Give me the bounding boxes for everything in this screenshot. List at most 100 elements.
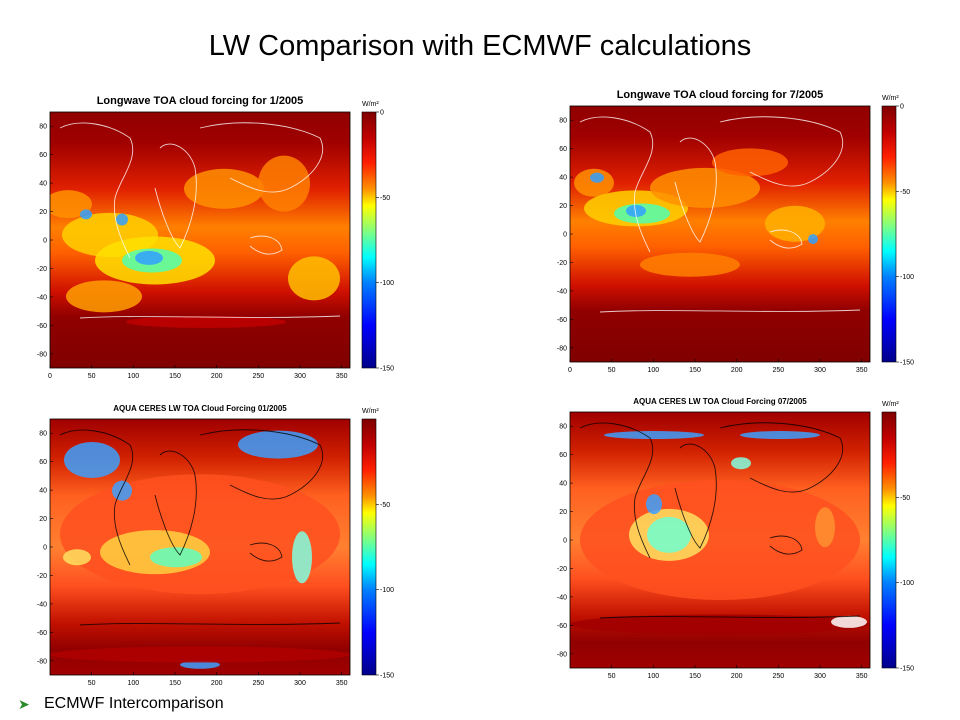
y-tick-label: -20 xyxy=(37,573,47,580)
y-tick-label: 40 xyxy=(39,181,47,188)
y-tick-label: 20 xyxy=(39,516,47,523)
y-tick-label: -60 xyxy=(557,317,567,324)
coastline xyxy=(579,422,654,559)
y-tick-label: 40 xyxy=(559,175,567,182)
y-tick-label: 60 xyxy=(559,452,567,459)
colorbar-tick-label: -150 xyxy=(900,666,914,673)
y-tick-label: 20 xyxy=(559,203,567,210)
y-tick-label: -80 xyxy=(557,345,567,352)
x-tick-label: 100 xyxy=(127,680,139,687)
map-title: AQUA CERES LW TOA Cloud Forcing 01/2005 xyxy=(113,404,287,413)
cloud-feature-blob xyxy=(64,441,120,478)
coastline xyxy=(719,422,844,493)
cloud-feature-blob xyxy=(646,494,662,515)
y-tick-label: 0 xyxy=(563,538,567,545)
colorbar-tick-label: 0 xyxy=(900,104,904,111)
cloud-feature-blob xyxy=(292,531,312,584)
cloud-feature-blob xyxy=(126,315,286,328)
heatmap-svg: AQUA CERES LW TOA Cloud Forcing 01/2005 5… xyxy=(37,404,394,687)
coastline xyxy=(599,615,861,619)
map-panel-ceres-jul: AQUA CERES LW TOA Cloud Forcing 07/2005 5… xyxy=(540,388,940,688)
x-tick-label: 300 xyxy=(814,367,826,374)
x-tick-label: 150 xyxy=(689,367,701,374)
cloud-feature-blob xyxy=(135,250,163,265)
colorbar-tick-label: -50 xyxy=(380,502,390,509)
heatmap-field xyxy=(570,106,870,362)
y-tick-label: -20 xyxy=(557,566,567,573)
y-tick-label: -80 xyxy=(37,351,47,358)
cloud-feature-blob xyxy=(574,168,614,197)
y-tick-label: 80 xyxy=(559,118,567,125)
slide-title: LW Comparison with ECMWF calculations xyxy=(208,30,752,62)
green-arrow-bullet-icon: ➤ xyxy=(18,695,30,712)
x-tick-label: 50 xyxy=(88,680,96,687)
cloud-feature-blob xyxy=(831,615,867,628)
y-tick-label: -40 xyxy=(37,294,47,301)
x-tick-label: 300 xyxy=(814,673,826,680)
cloud-feature-blob xyxy=(66,280,142,313)
x-tick-label: 300 xyxy=(294,373,306,380)
y-tick-label: -40 xyxy=(557,288,567,295)
colorbar xyxy=(881,105,897,363)
y-tick-label: 40 xyxy=(559,481,567,488)
coastline xyxy=(719,116,844,187)
colorbar-tick-label: -100 xyxy=(900,274,914,281)
coastline xyxy=(579,116,654,253)
cloud-feature-blob xyxy=(815,507,835,548)
colorbar-tick-label: -50 xyxy=(380,195,390,202)
y-tick-label: -20 xyxy=(557,260,567,267)
coastline xyxy=(154,450,197,556)
y-tick-label: 80 xyxy=(39,431,47,438)
x-tick-label: 50 xyxy=(608,673,616,680)
x-tick-label: 100 xyxy=(127,373,139,380)
heatmap-features xyxy=(574,148,825,277)
heatmap-svg: AQUA CERES LW TOA Cloud Forcing 07/2005 5… xyxy=(557,397,914,680)
cloud-feature-blob xyxy=(740,431,820,440)
x-tick-label: 50 xyxy=(608,367,616,374)
cloud-feature-blob xyxy=(647,516,691,553)
colorbar-unit: W/m² xyxy=(362,101,379,108)
y-tick-label: -80 xyxy=(557,651,567,658)
cloud-feature-blob xyxy=(570,614,870,635)
map-title: Longwave TOA cloud forcing for 7/2005 xyxy=(617,89,824,101)
coastline xyxy=(199,122,324,193)
x-tick-label: 50 xyxy=(88,373,96,380)
y-tick-label: -60 xyxy=(557,623,567,630)
coastline xyxy=(769,535,803,555)
colorbar-tick-label: -100 xyxy=(900,580,914,587)
coastline xyxy=(769,229,803,249)
cloud-feature-blob xyxy=(765,205,825,242)
y-tick-label: 60 xyxy=(39,152,47,159)
colorbar xyxy=(361,418,377,676)
colorbar-tick-label: -50 xyxy=(900,495,910,502)
y-tick-label: 60 xyxy=(559,146,567,153)
cloud-feature-blob xyxy=(650,167,760,208)
heatmap-svg: Longwave TOA cloud forcing for 1/2005 0 50… xyxy=(37,95,394,380)
coastline xyxy=(249,235,283,255)
x-tick-label: 200 xyxy=(731,367,743,374)
colorbar-tick-label: 0 xyxy=(380,110,384,117)
cloud-feature-blob xyxy=(604,431,704,440)
cloud-feature-blob xyxy=(112,480,132,501)
cloud-feature-blob xyxy=(258,155,310,212)
cloud-feature-blob xyxy=(116,213,128,226)
y-tick-label: 0 xyxy=(43,238,47,245)
map-panel-ecmwf-jul: Longwave TOA cloud forcing for 7/2005 0 50… xyxy=(540,82,940,382)
x-tick-label: 250 xyxy=(252,373,264,380)
colorbar-tick-label: -150 xyxy=(380,366,394,373)
x-tick-label: 150 xyxy=(689,673,701,680)
bullet-item: ➤ ECMWF Intercomparison xyxy=(18,692,224,716)
y-tick-label: 60 xyxy=(39,459,47,466)
x-tick-label: 200 xyxy=(211,373,223,380)
cloud-feature-blob xyxy=(712,148,788,177)
cloud-feature-blob xyxy=(63,549,91,566)
cloud-feature-blob xyxy=(50,646,350,663)
x-tick-label: 350 xyxy=(336,680,348,687)
map-panel-ceres-jan: AQUA CERES LW TOA Cloud Forcing 01/2005 5… xyxy=(20,395,420,695)
cloud-feature-blob xyxy=(590,172,604,183)
x-tick-label: 0 xyxy=(568,367,572,374)
colorbar-tick-label: -100 xyxy=(380,280,394,287)
x-tick-label: 350 xyxy=(336,373,348,380)
cloud-feature-blob xyxy=(808,234,818,245)
y-tick-label: -20 xyxy=(37,266,47,273)
